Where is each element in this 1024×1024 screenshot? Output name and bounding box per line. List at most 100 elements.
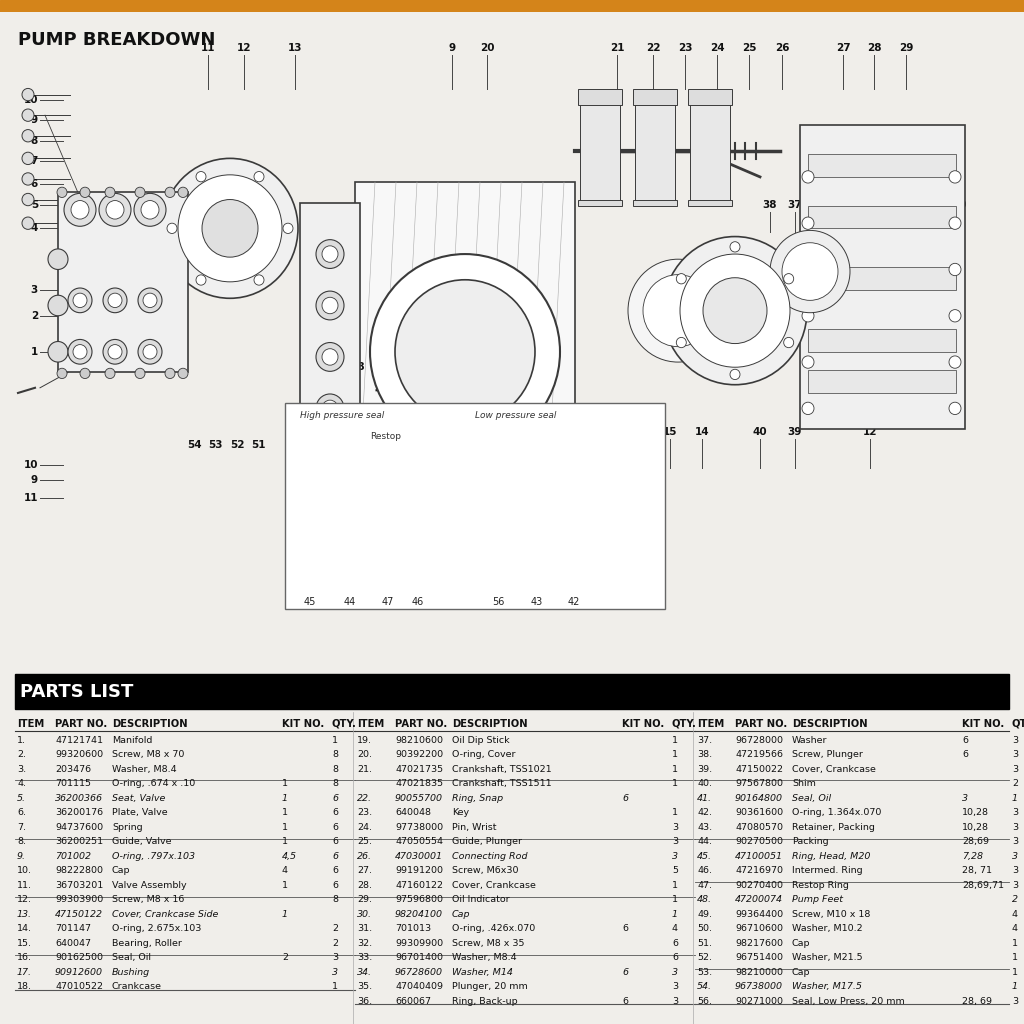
Text: 10,28: 10,28	[962, 823, 989, 831]
Circle shape	[254, 171, 264, 182]
Circle shape	[523, 540, 587, 606]
Circle shape	[316, 394, 344, 423]
Text: 36200366: 36200366	[55, 794, 103, 803]
Text: High pressure seal: High pressure seal	[300, 412, 384, 421]
Text: 47150122: 47150122	[55, 910, 103, 919]
Text: Seat, Valve: Seat, Valve	[112, 794, 165, 803]
Circle shape	[782, 243, 838, 300]
Circle shape	[22, 217, 34, 229]
Text: 47050554: 47050554	[395, 838, 443, 847]
Text: 39.: 39.	[697, 765, 712, 774]
Text: Washer: Washer	[792, 736, 827, 744]
Text: Valve Assembly: Valve Assembly	[112, 881, 186, 890]
Text: 47021835: 47021835	[395, 779, 443, 788]
Text: 3: 3	[1012, 852, 1018, 861]
Bar	[635, 99, 675, 203]
Circle shape	[370, 254, 560, 450]
Text: 1: 1	[672, 808, 678, 817]
Text: 26: 26	[775, 43, 790, 53]
Text: 4: 4	[1012, 910, 1018, 919]
Text: Crankshaft, TSS1511: Crankshaft, TSS1511	[452, 779, 552, 788]
Circle shape	[143, 293, 157, 307]
Text: 13.: 13.	[17, 910, 32, 919]
Bar	[808, 371, 956, 393]
Text: 3: 3	[31, 285, 38, 295]
Text: 640048: 640048	[395, 808, 431, 817]
Text: 40: 40	[753, 427, 767, 437]
Bar	[690, 99, 730, 203]
Text: 53.: 53.	[697, 968, 712, 977]
Text: Screw, M6x30: Screw, M6x30	[452, 866, 518, 876]
Text: 9: 9	[449, 43, 456, 53]
Circle shape	[534, 506, 577, 551]
Circle shape	[135, 187, 145, 198]
Text: 23.: 23.	[357, 808, 372, 817]
Text: 1: 1	[282, 823, 288, 831]
Text: 10: 10	[24, 95, 38, 104]
Circle shape	[802, 217, 814, 229]
Text: 3: 3	[1012, 881, 1018, 890]
Text: Ring, Back-up: Ring, Back-up	[452, 997, 517, 1006]
Text: 90055700: 90055700	[395, 794, 443, 803]
Circle shape	[134, 194, 166, 226]
Text: O-ring, .797x.103: O-ring, .797x.103	[112, 852, 195, 861]
Text: 4: 4	[282, 866, 288, 876]
Circle shape	[310, 508, 350, 549]
Text: 11: 11	[24, 493, 38, 503]
Text: Screw, M8 x 35: Screw, M8 x 35	[452, 939, 524, 948]
Circle shape	[22, 194, 34, 206]
Text: Cover, Crankcase Side: Cover, Crankcase Side	[112, 910, 218, 919]
Text: 34.: 34.	[357, 968, 372, 977]
Text: 90271000: 90271000	[735, 997, 783, 1006]
Text: 6: 6	[962, 751, 968, 759]
Text: 28, 71: 28, 71	[962, 866, 992, 876]
Circle shape	[48, 341, 68, 362]
Text: 8: 8	[31, 136, 38, 145]
Text: 6: 6	[622, 968, 628, 977]
Circle shape	[730, 242, 740, 252]
Text: Spring: Spring	[112, 823, 142, 831]
Text: 97596800: 97596800	[395, 895, 443, 904]
Circle shape	[322, 349, 338, 366]
Text: 22.: 22.	[357, 794, 372, 803]
Text: 1: 1	[672, 765, 678, 774]
Bar	[808, 267, 956, 290]
Text: 11.: 11.	[17, 881, 32, 890]
Text: 51: 51	[251, 439, 265, 450]
Text: 6: 6	[332, 852, 338, 861]
Text: 7,28: 7,28	[962, 852, 983, 861]
Text: Washer, M21.5: Washer, M21.5	[792, 953, 862, 963]
Text: 47040409: 47040409	[395, 982, 443, 991]
Text: Ring, Snap: Ring, Snap	[452, 794, 503, 803]
Circle shape	[676, 273, 686, 284]
Circle shape	[178, 369, 188, 379]
Text: 44: 44	[344, 597, 356, 607]
Text: 90162500: 90162500	[55, 953, 103, 963]
Circle shape	[802, 309, 814, 322]
Circle shape	[357, 549, 393, 587]
Circle shape	[488, 550, 532, 596]
Text: ITEM: ITEM	[357, 719, 384, 729]
Text: 640047: 640047	[55, 939, 91, 948]
Circle shape	[802, 263, 814, 275]
Circle shape	[322, 246, 338, 262]
Text: Oil Indicator: Oil Indicator	[452, 895, 510, 904]
Circle shape	[802, 402, 814, 415]
Text: O-ring, .674 x .10: O-ring, .674 x .10	[112, 779, 196, 788]
Circle shape	[322, 400, 338, 417]
Text: 3: 3	[672, 982, 678, 991]
Text: Cover, Crankcase: Cover, Crankcase	[452, 881, 536, 890]
Text: 98210000: 98210000	[735, 968, 783, 977]
Circle shape	[802, 171, 814, 183]
Text: 3: 3	[1012, 751, 1018, 759]
Text: Manifold: Manifold	[112, 736, 153, 744]
Text: 98210600: 98210600	[395, 736, 443, 744]
Text: 1.: 1.	[17, 736, 26, 744]
Circle shape	[108, 345, 122, 359]
Text: 10,28: 10,28	[962, 808, 989, 817]
Circle shape	[523, 496, 587, 562]
Text: 3: 3	[672, 852, 678, 861]
Text: 2: 2	[332, 925, 338, 934]
Text: 96728600: 96728600	[395, 968, 443, 977]
Text: 90270400: 90270400	[735, 881, 783, 890]
